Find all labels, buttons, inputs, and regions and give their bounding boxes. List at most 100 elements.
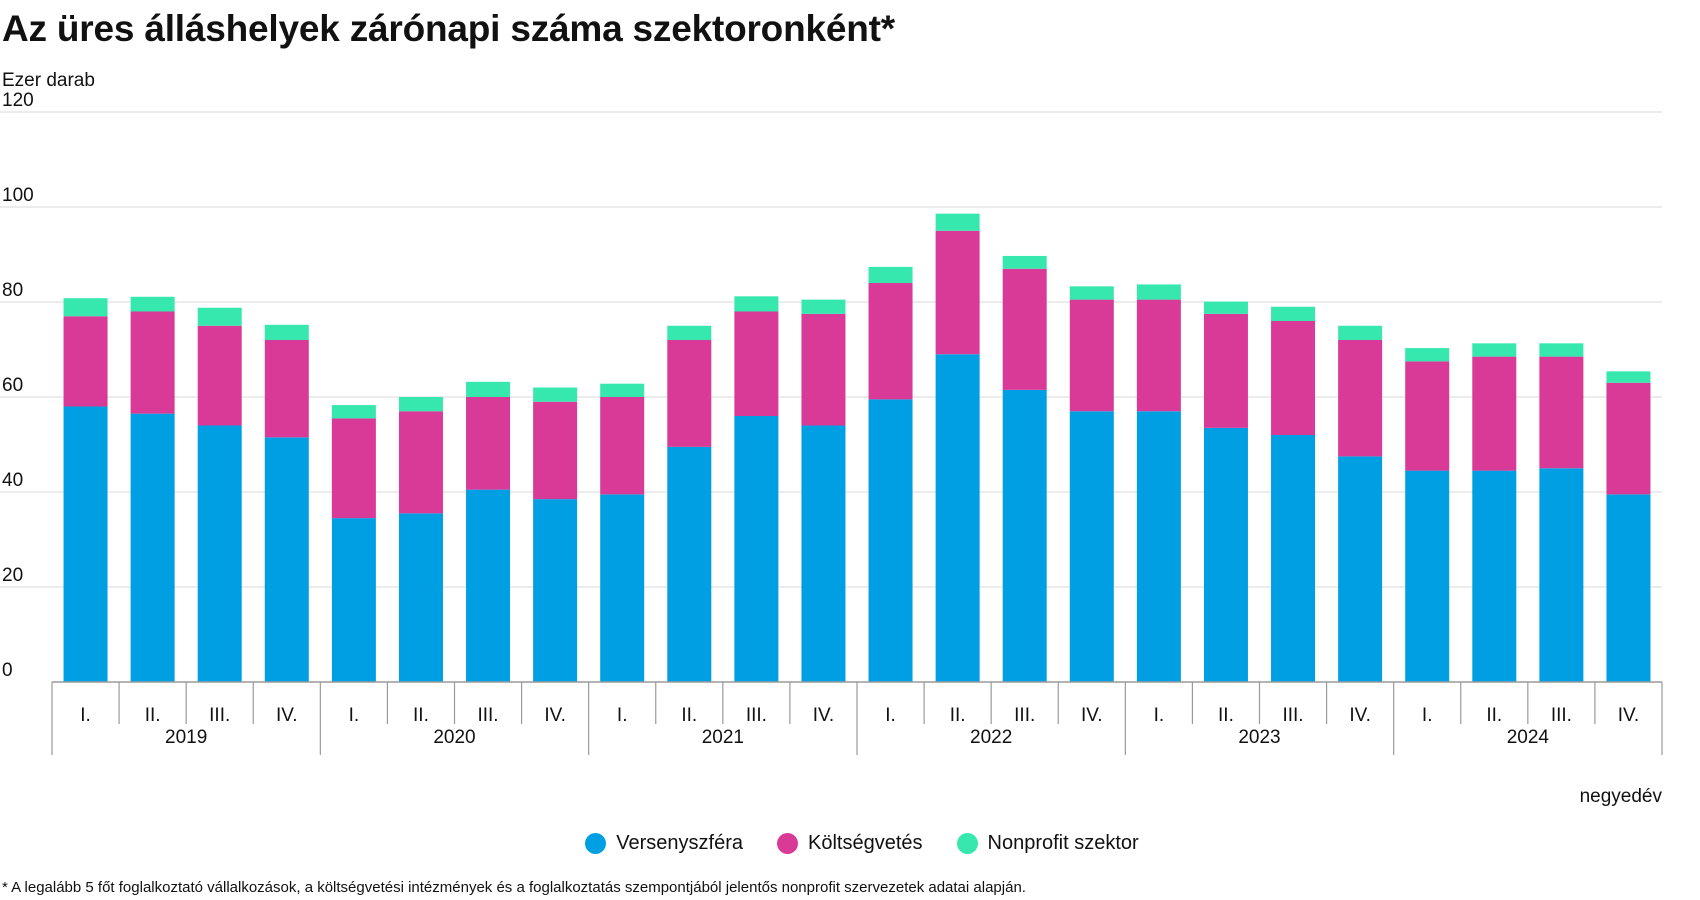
bar-nonprofit: [331, 405, 376, 419]
bar-koltsegvetes: [1539, 356, 1584, 469]
bar-nonprofit: [130, 296, 175, 312]
year-label: 2021: [702, 727, 744, 748]
bar-nonprofit: [600, 383, 645, 397]
x-tick-label: IV.: [1349, 705, 1371, 726]
x-tick-label: III.: [746, 705, 767, 726]
bar-koltsegvetes: [130, 311, 175, 414]
bar-nonprofit: [533, 387, 578, 402]
x-tick-label: I.: [1154, 705, 1165, 726]
bar-nonprofit: [264, 324, 309, 340]
footnote: * A legalább 5 főt foglalkoztató vállalk…: [2, 879, 1026, 896]
legend-item-versenyszfera[interactable]: Versenyszféra: [585, 832, 743, 855]
bar-nonprofit: [1069, 286, 1114, 300]
bar-koltsegvetes: [1338, 340, 1383, 457]
chart-title: Az üres álláshelyek zárónapi száma szekt…: [2, 8, 895, 49]
bar-versenyszfera: [801, 425, 846, 682]
x-tick-label: I.: [80, 705, 91, 726]
bar-nonprofit: [1271, 306, 1316, 321]
bar-versenyszfera: [1606, 494, 1651, 682]
bar-versenyszfera: [331, 518, 376, 682]
bar-koltsegvetes: [466, 397, 511, 490]
bar-versenyszfera: [533, 499, 578, 682]
bar-nonprofit: [734, 296, 779, 312]
x-axis-label: negyedév: [1579, 786, 1662, 807]
y-tick-label: 60: [2, 375, 23, 396]
legend-label-nonprofit: Nonprofit szektor: [987, 832, 1139, 854]
x-tick-label: I.: [349, 705, 360, 726]
bar-versenyszfera: [1002, 389, 1047, 682]
legend-label-koltsegvetes: Költségvetés: [808, 832, 923, 854]
year-label: 2019: [165, 727, 207, 748]
bar-koltsegvetes: [1271, 321, 1316, 435]
bar-koltsegvetes: [1405, 361, 1450, 471]
bar-nonprofit: [1472, 343, 1517, 357]
x-tick-label: III.: [1551, 705, 1572, 726]
bar-nonprofit: [667, 325, 712, 340]
bar-koltsegvetes: [331, 418, 376, 519]
bar-versenyszfera: [1539, 468, 1584, 682]
bar-koltsegvetes: [398, 411, 443, 514]
bar-versenyszfera: [1405, 470, 1450, 682]
bar-koltsegvetes: [801, 313, 846, 426]
x-tick-label: II.: [1486, 705, 1502, 726]
bar-nonprofit: [63, 298, 108, 317]
bar-versenyszfera: [197, 425, 242, 682]
x-tick-label: I.: [1422, 705, 1433, 726]
legend-item-nonprofit[interactable]: Nonprofit szektor: [956, 832, 1139, 855]
bar-nonprofit: [1338, 325, 1383, 340]
y-tick-label: 40: [2, 470, 23, 491]
x-tick-label: II.: [413, 705, 429, 726]
legend-label-versenyszfera: Versenyszféra: [616, 832, 744, 854]
x-tick-label: III.: [1282, 705, 1303, 726]
y-tick-label: 120: [2, 90, 34, 111]
y-tick-label: 100: [2, 185, 34, 206]
x-tick-label: II.: [1218, 705, 1234, 726]
bar-nonprofit: [466, 381, 511, 397]
bar-koltsegvetes: [197, 325, 242, 426]
x-tick-label: I.: [617, 705, 628, 726]
bar-nonprofit: [398, 397, 443, 412]
bar-koltsegvetes: [264, 340, 309, 438]
x-tick-label: III.: [1014, 705, 1035, 726]
legend-swatch-koltsegvetes: [777, 833, 799, 854]
bar-nonprofit: [1203, 301, 1248, 314]
x-tick-label: I.: [885, 705, 896, 726]
bar-versenyszfera: [868, 399, 913, 682]
bar-nonprofit: [868, 266, 913, 283]
bar-versenyszfera: [1271, 435, 1316, 682]
x-tick-label: IV.: [544, 705, 566, 726]
bar-versenyszfera: [466, 489, 511, 682]
bar-koltsegvetes: [1069, 299, 1114, 412]
bar-nonprofit: [1002, 255, 1047, 269]
bar-koltsegvetes: [1203, 313, 1248, 428]
bar-versenyszfera: [398, 513, 443, 682]
bar-koltsegvetes: [600, 397, 645, 495]
bar-nonprofit: [1539, 343, 1584, 357]
legend-swatch-nonprofit: [956, 833, 978, 854]
bar-versenyszfera: [935, 354, 980, 682]
bar-versenyszfera: [734, 416, 779, 682]
bar-koltsegvetes: [667, 340, 712, 447]
bar-koltsegvetes: [734, 311, 779, 416]
bar-versenyszfera: [600, 494, 645, 682]
bar-nonprofit: [1606, 371, 1651, 383]
year-label: 2024: [1507, 727, 1550, 748]
bar-versenyszfera: [667, 446, 712, 682]
bar-koltsegvetes: [935, 230, 980, 355]
bar-versenyszfera: [264, 437, 309, 682]
bar-koltsegvetes: [1136, 299, 1181, 412]
y-tick-label: 20: [2, 565, 23, 586]
bar-versenyszfera: [1069, 411, 1114, 682]
bar-versenyszfera: [130, 413, 175, 682]
legend-item-koltsegvetes[interactable]: Költségvetés: [777, 832, 923, 855]
x-tick-label: II.: [681, 705, 697, 726]
bar-versenyszfera: [1203, 427, 1248, 682]
bar-koltsegvetes: [1002, 268, 1047, 390]
x-tick-label: III.: [209, 705, 230, 726]
bar-nonprofit: [1136, 284, 1181, 300]
bar-koltsegvetes: [868, 283, 913, 400]
bar-nonprofit: [197, 307, 242, 326]
bar-versenyszfera: [1136, 411, 1181, 682]
x-tick-label: IV.: [813, 705, 835, 726]
